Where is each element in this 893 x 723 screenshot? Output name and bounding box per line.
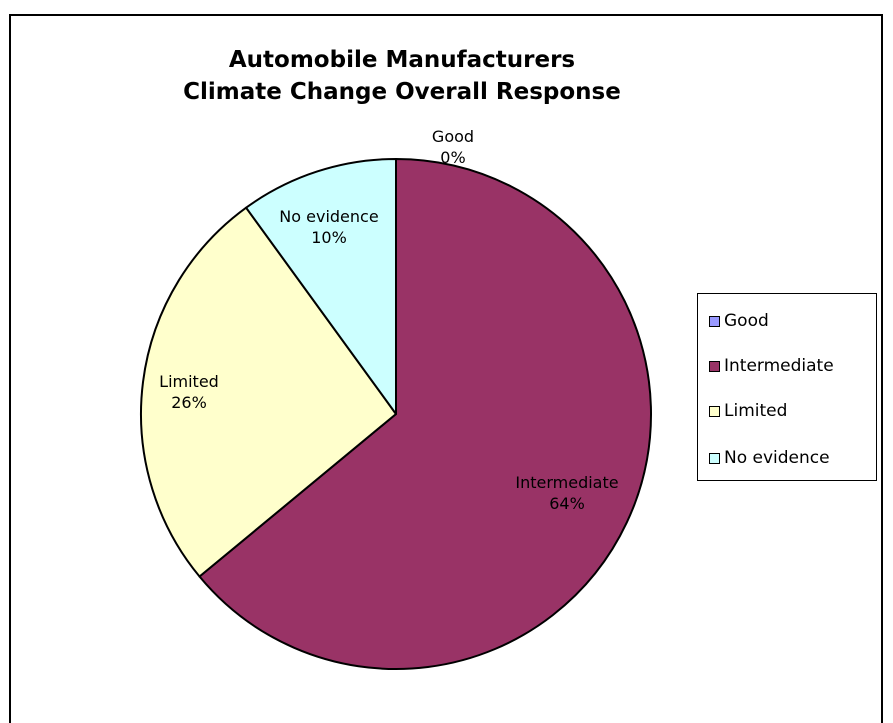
slice-label-value-intermediate: 64% (549, 494, 585, 513)
legend-swatch-limited (709, 405, 720, 417)
legend-label-limited: Limited (724, 401, 788, 421)
legend-item-good: Good (709, 310, 769, 332)
legend-swatch-intermediate (709, 360, 720, 372)
pie-slice-intermediate (198, 158, 652, 670)
legend-item-intermediate: Intermediate (709, 355, 834, 377)
slice-label-category-no-evidence: No evidence (279, 207, 378, 226)
slice-label-category-intermediate: Intermediate (515, 473, 618, 492)
slice-label-value-no-evidence: 10% (311, 228, 347, 247)
legend-item-limited: Limited (709, 400, 787, 422)
chart-legend: Good Intermediate Limited No evidence (697, 293, 877, 481)
slice-label-value-good: 0% (440, 148, 465, 167)
slice-label-value-limited: 26% (171, 393, 207, 412)
pie-slice-labels: Good 0% Intermediate 64% Limited 26% No eviden… (159, 127, 618, 513)
legend-swatch-no-evidence (709, 452, 720, 464)
chart-title-line-1: Automobile Manufacturers (228, 47, 576, 73)
pie-slice-limited (140, 206, 397, 578)
slice-label-category-limited: Limited (159, 372, 219, 391)
slice-label-no-evidence: No evidence 10% (279, 207, 378, 247)
legend-swatch-good (709, 315, 720, 327)
legend-item-no-evidence: No evidence (709, 447, 830, 469)
pie-slice-no-evidence (245, 158, 397, 415)
chart-title-line-2: Climate Change Overall Response (183, 79, 621, 105)
legend-label-good: Good (724, 311, 769, 331)
pie-slices (140, 158, 652, 670)
legend-label-intermediate: Intermediate (724, 356, 834, 376)
slice-label-category-good: Good (432, 127, 474, 146)
slice-label-intermediate: Intermediate 64% (515, 473, 618, 513)
slice-label-limited: Limited 26% (159, 372, 219, 412)
slice-label-good: Good 0% (432, 127, 474, 167)
legend-label-no-evidence: No evidence (724, 448, 830, 468)
